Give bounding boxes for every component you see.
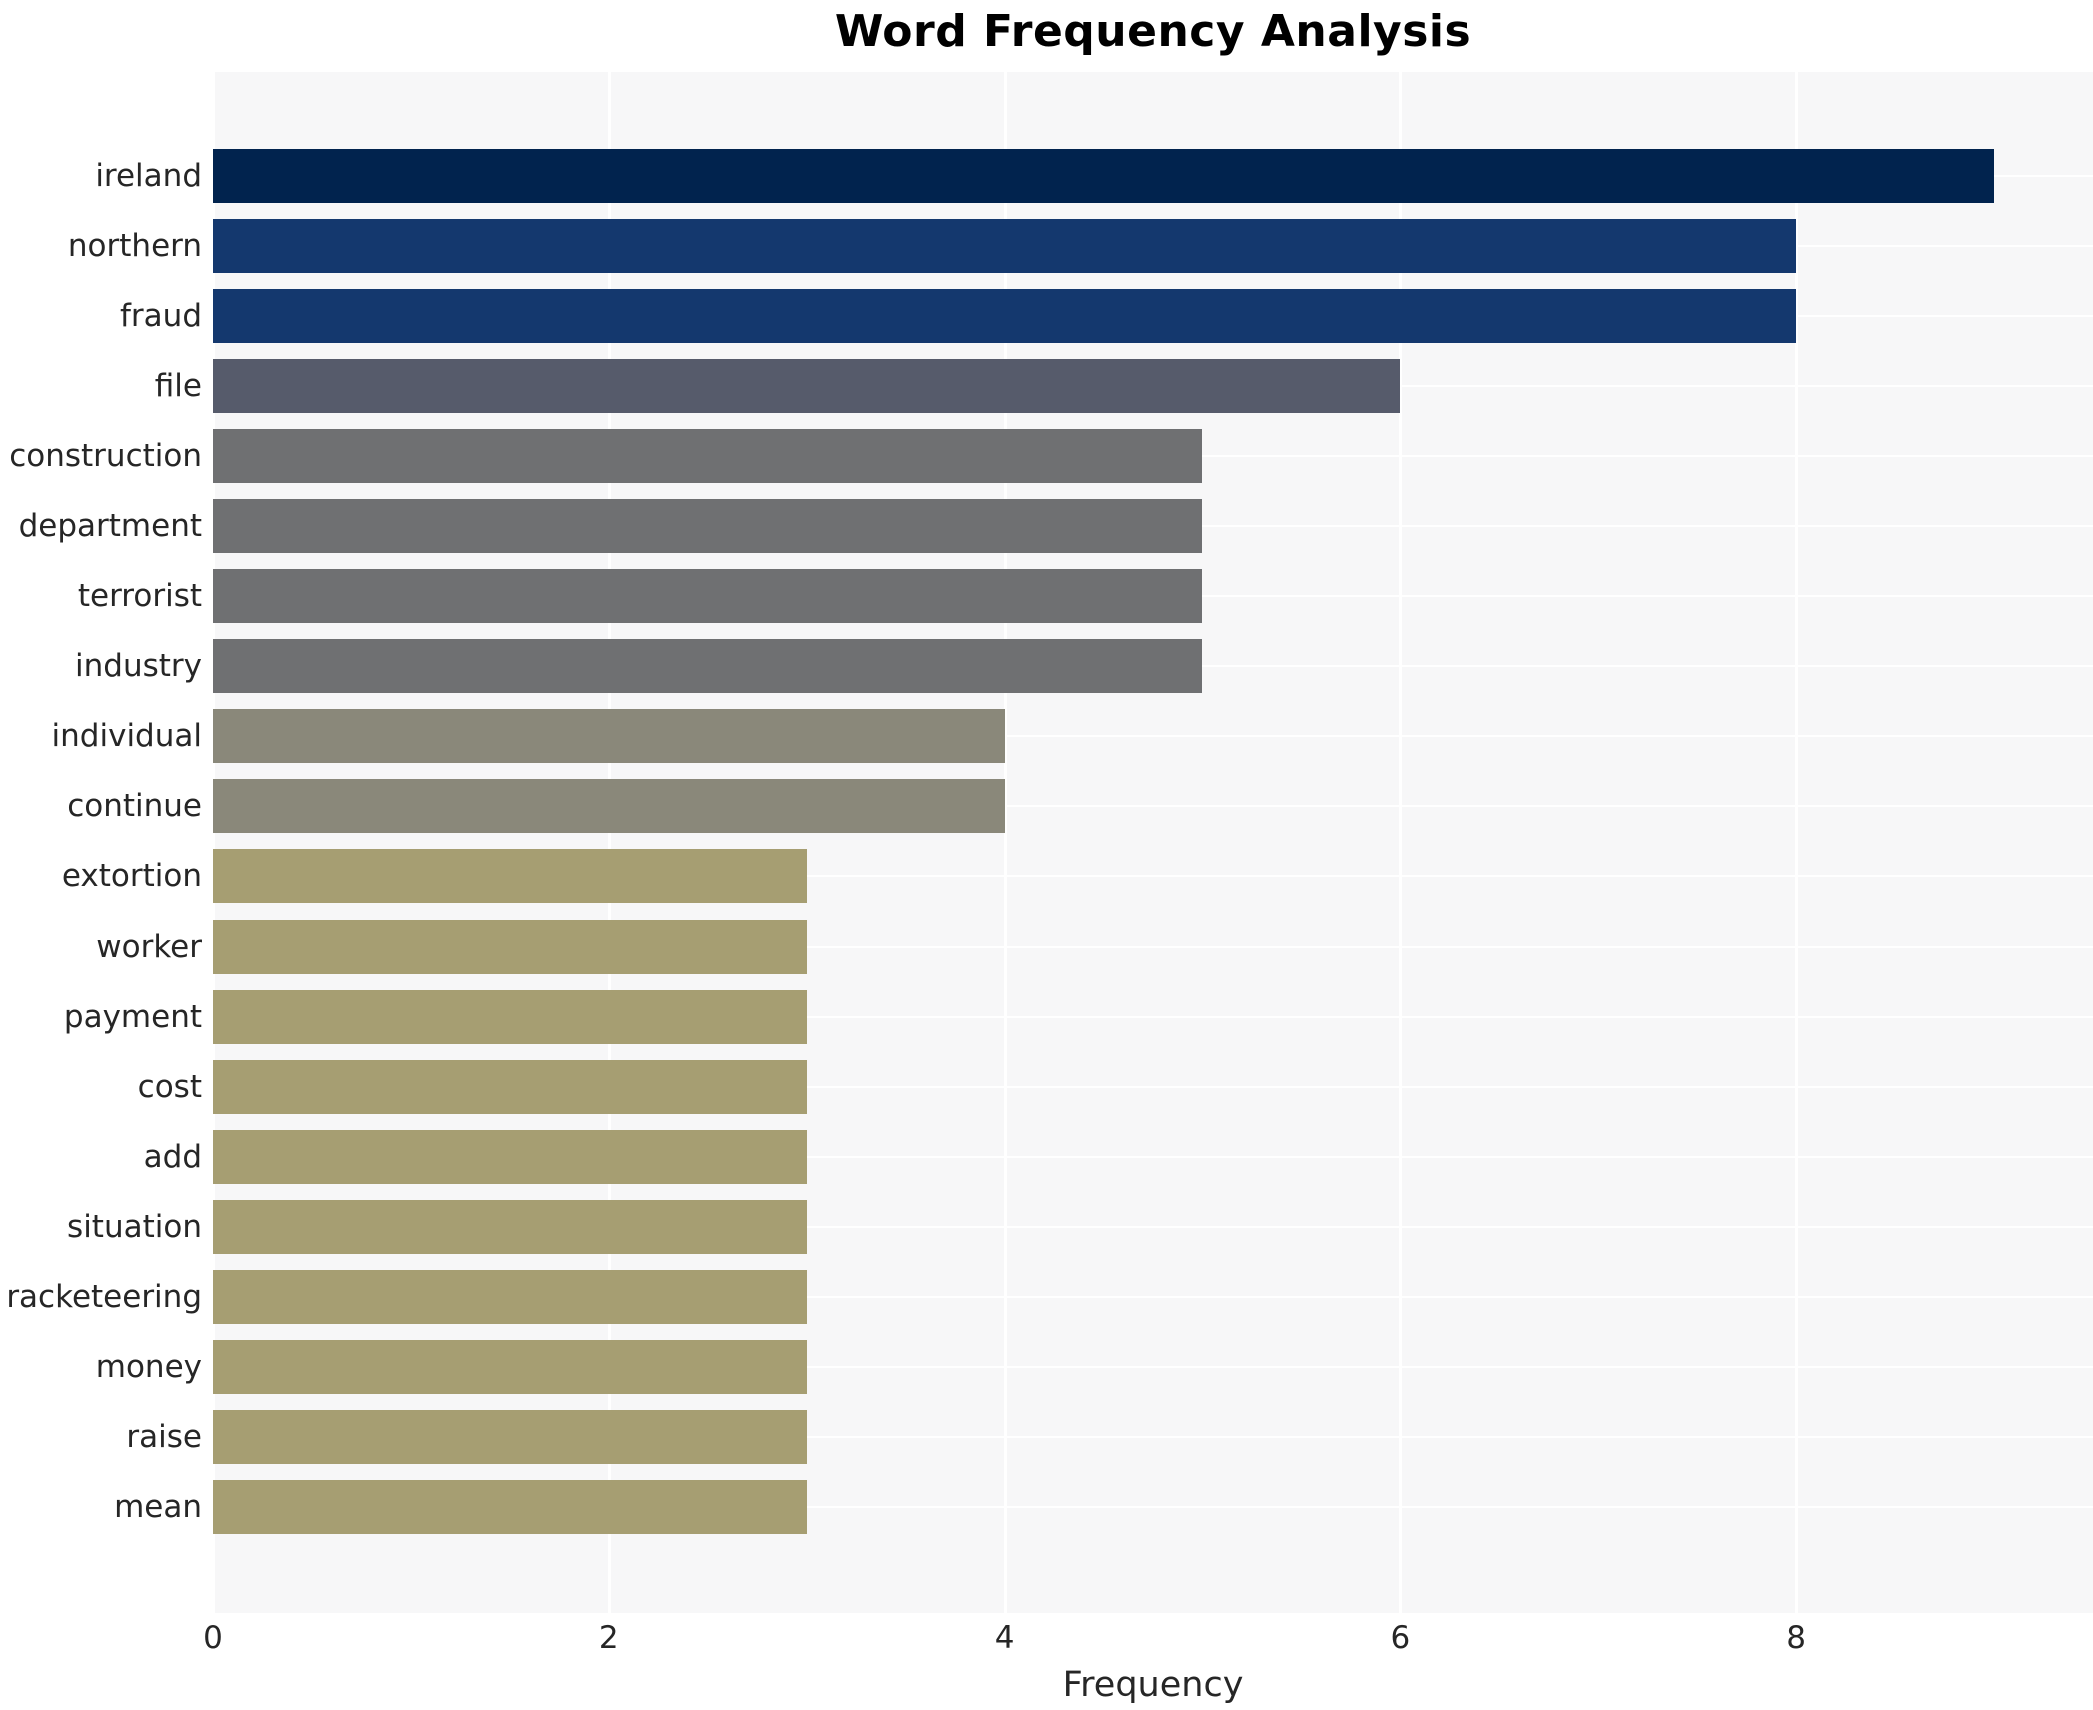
category-label-add: add: [143, 1138, 202, 1175]
vertical-gridline-4: [1003, 72, 1007, 1613]
bar-row-northern: northern: [68, 211, 2093, 281]
bar-industry: [213, 639, 1203, 694]
horizontal-gridline: [213, 1505, 2093, 1508]
bar-mean: [213, 1479, 807, 1534]
x-tick-4: 4: [994, 1620, 1015, 1656]
bar-racketeering: [213, 1269, 807, 1324]
category-label-industry: industry: [75, 648, 202, 685]
bar-row-file: file: [155, 351, 2093, 421]
bar-row-extortion: extortion: [62, 841, 2093, 911]
bar-row-department: department: [19, 491, 2093, 561]
horizontal-gridline: [213, 1295, 2093, 1298]
bar-situation: [213, 1199, 807, 1254]
bar-individual: [213, 709, 1005, 764]
bar-row-cost: cost: [138, 1052, 2093, 1122]
horizontal-gridline: [213, 1155, 2093, 1158]
bar-row-payment: payment: [64, 982, 2093, 1052]
bar-row-racketeering: racketeering: [6, 1262, 2093, 1332]
x-tick-8: 8: [1786, 1620, 1807, 1656]
horizontal-gridline: [213, 735, 2093, 738]
bar-row-individual: individual: [52, 701, 2093, 771]
horizontal-gridline: [213, 1435, 2093, 1438]
vertical-gridline-0: [212, 72, 215, 1613]
plot-area: ireland northern fraud file construction depa…: [6, 72, 2093, 1613]
bar-row-raise: raise: [126, 1402, 2093, 1472]
horizontal-gridline: [213, 1085, 2093, 1088]
x-axis-label: Frequency: [1062, 1665, 1244, 1705]
category-label-terrorist: terrorist: [77, 578, 202, 615]
category-label-situation: situation: [67, 1208, 202, 1245]
bar-continue: [213, 779, 1005, 834]
bar-raise: [213, 1409, 807, 1464]
category-label-money: money: [95, 1348, 202, 1385]
bar-file: [213, 359, 1401, 414]
vertical-gridline-6: [1399, 72, 1403, 1613]
category-label-cost: cost: [137, 1068, 202, 1105]
bar-row-add: add: [144, 1122, 2093, 1192]
category-label-fraud: fraud: [120, 298, 202, 335]
category-label-individual: individual: [51, 718, 202, 755]
category-label-file: file: [154, 368, 202, 405]
bar-cost: [213, 1059, 807, 1114]
bar-worker: [213, 919, 807, 974]
category-label-racketeering: racketeering: [6, 1278, 202, 1315]
x-tick-0: 0: [203, 1620, 223, 1656]
category-label-extortion: extortion: [61, 858, 202, 895]
category-label-continue: continue: [67, 788, 202, 825]
horizontal-gridline: [213, 875, 2093, 878]
chart-title: Word Frequency Analysis: [834, 6, 1472, 57]
bar-row-continue: continue: [67, 771, 2093, 841]
bar-row-situation: situation: [67, 1192, 2093, 1262]
bar-row-fraud: fraud: [120, 281, 2093, 351]
bar-fraud: [213, 289, 1797, 344]
category-label-department: department: [18, 508, 202, 545]
bar-row-money: money: [96, 1332, 2093, 1402]
bar-payment: [213, 989, 807, 1044]
bar-add: [213, 1129, 807, 1184]
bar-row-worker: worker: [96, 912, 2093, 982]
bar-construction: [213, 429, 1203, 484]
vertical-gridline-2: [607, 72, 611, 1613]
bar-row-ireland: ireland: [95, 141, 2093, 211]
bar-northern: [213, 219, 1797, 274]
bar-row-mean: mean: [114, 1472, 2093, 1542]
category-label-raise: raise: [126, 1418, 202, 1455]
bar-money: [213, 1339, 807, 1394]
horizontal-gridline: [213, 805, 2093, 808]
bar-terrorist: [213, 569, 1203, 624]
category-label-northern: northern: [67, 228, 202, 265]
bar-row-construction: construction: [9, 421, 2093, 491]
category-label-worker: worker: [96, 928, 202, 965]
bar-row-terrorist: terrorist: [78, 561, 2093, 631]
vertical-gridline-8: [1795, 72, 1799, 1613]
horizontal-gridline: [213, 945, 2093, 948]
category-label-payment: payment: [63, 998, 202, 1035]
bar-rows-container: ireland northern fraud file construction depa…: [6, 141, 2093, 1542]
x-tick-6: 6: [1390, 1620, 1411, 1656]
bar-extortion: [213, 849, 807, 904]
bar-row-industry: industry: [75, 631, 2093, 701]
horizontal-gridline: [213, 1365, 2093, 1368]
bar-department: [213, 499, 1203, 554]
category-label-construction: construction: [9, 438, 202, 475]
horizontal-gridline: [213, 1225, 2093, 1228]
x-axis-ticks: 0 2 4 6 8: [203, 1620, 2093, 1660]
category-label-mean: mean: [114, 1488, 202, 1525]
category-label-ireland: ireland: [95, 158, 202, 195]
x-tick-2: 2: [598, 1620, 619, 1656]
bar-ireland: [213, 149, 1995, 204]
horizontal-gridline: [213, 1015, 2093, 1018]
